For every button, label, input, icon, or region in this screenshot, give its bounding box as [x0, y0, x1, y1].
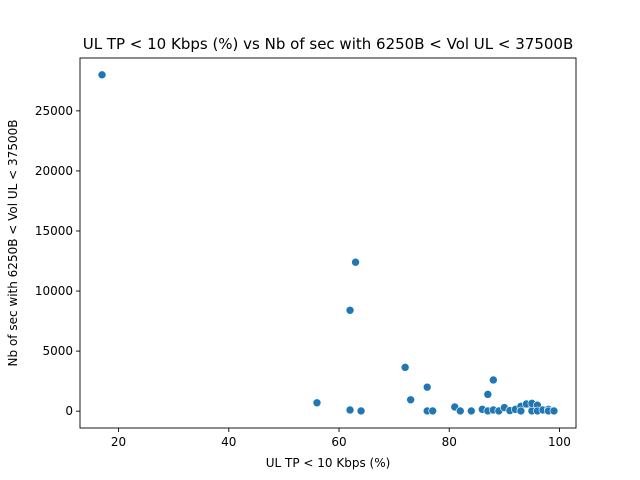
y-tick-label: 5000: [42, 344, 73, 358]
y-tick-label: 10000: [35, 284, 73, 298]
y-axis-ticks: 0 5000 10000 15000 20000 25000: [35, 104, 80, 418]
data-point-7: [406, 395, 415, 405]
data-point-2: [345, 305, 355, 315]
x-axis-label: UL TP < 10 Kbps (%): [266, 456, 391, 470]
data-point-34: [549, 406, 559, 416]
data-point-12: [455, 406, 465, 416]
y-tick-label: 20000: [35, 164, 73, 178]
x-tick-label: 100: [548, 435, 571, 449]
data-point-15: [483, 390, 493, 399]
data-point-3: [345, 405, 355, 415]
data-points: [97, 70, 559, 416]
data-point-8: [422, 382, 432, 392]
plot-frame: [79, 57, 577, 429]
x-tick-label: 40: [221, 435, 236, 449]
y-axis-label: Nb of sec with 6250B < Vol UL < 37500B: [6, 120, 20, 367]
chart-title: UL TP < 10 Kbps (%) vs Nb of sec with 62…: [83, 35, 574, 53]
data-point-13: [466, 406, 476, 416]
x-axis-ticks: 20 40 60 80 100: [111, 428, 571, 449]
data-point-0: [97, 70, 107, 80]
y-tick-label: 25000: [35, 104, 73, 118]
data-point-1: [312, 398, 322, 408]
data-point-5: [356, 406, 366, 416]
data-point-24: [516, 406, 526, 416]
y-tick-label: 15000: [35, 224, 73, 238]
data-point-6: [400, 363, 410, 372]
data-point-10: [428, 406, 438, 416]
x-tick-label: 20: [111, 435, 126, 449]
data-point-4: [351, 257, 360, 267]
x-tick-label: 80: [442, 435, 457, 449]
data-point-17: [489, 375, 498, 385]
x-tick-label: 60: [331, 435, 346, 449]
y-tick-label: 0: [65, 404, 73, 418]
